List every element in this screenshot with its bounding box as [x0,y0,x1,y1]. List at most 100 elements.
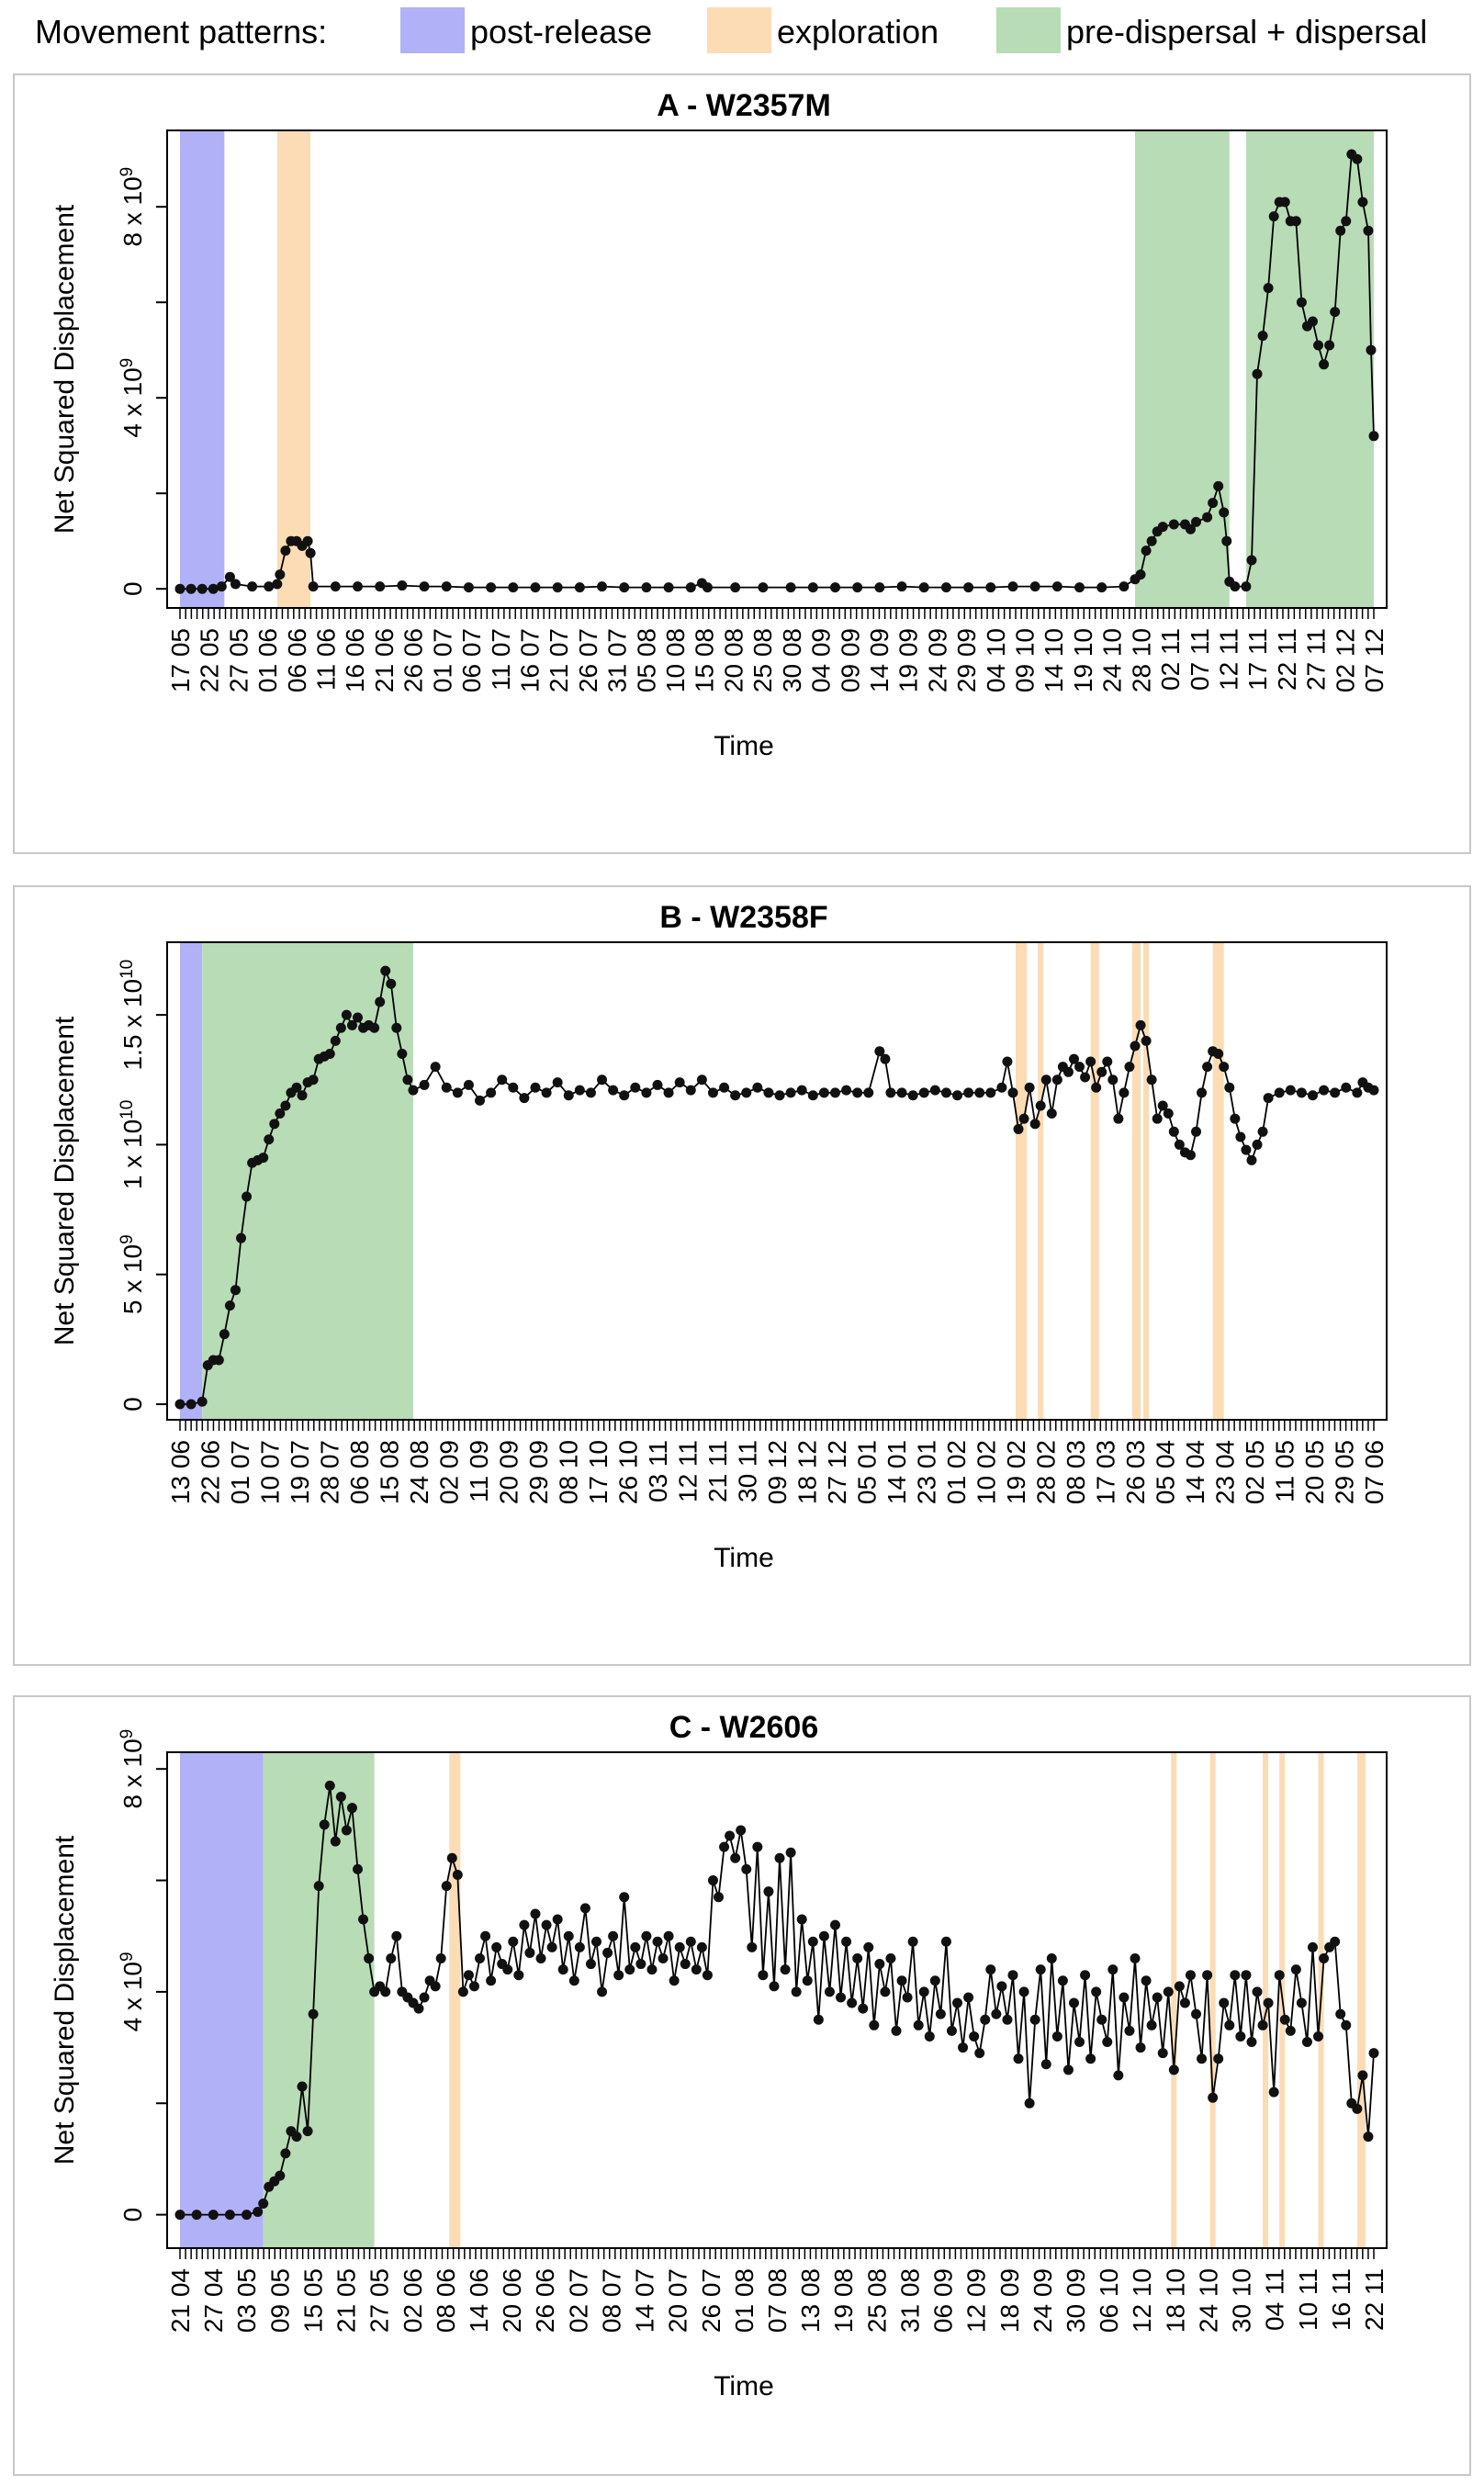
data-point [1230,581,1241,592]
x-tick-label: 19 02 [1002,1440,1030,1504]
legend-label-exploration: exploration [777,13,939,51]
x-tick-label: 09 10 [1011,628,1040,692]
data-point [1352,153,1363,164]
x-tick-label: 03 05 [232,2268,261,2333]
data-point [1191,516,1202,527]
data-point [874,1046,885,1057]
data-point [253,2207,264,2218]
data-point [940,582,951,593]
data-point [1279,197,1290,208]
x-tick-label: 14 04 [1181,1440,1209,1504]
data-point [1057,1975,1068,1986]
x-tick-label: 12 10 [1128,2268,1156,2333]
x-tick-label: 02 12 [1331,628,1359,692]
data-point [1363,2132,1374,2143]
data-point [1285,2025,1296,2036]
x-tick-label: 11 07 [487,628,515,691]
data-point [1241,1970,1252,1981]
shaded-region-dispersal [202,942,413,1420]
data-point [829,1919,840,1930]
data-point [891,2025,902,2036]
data-point [197,1396,208,1407]
x-tick-label: 24 09 [923,628,951,692]
data-point [579,1903,590,1914]
data-point [646,1964,658,1975]
data-point [1119,1087,1130,1098]
x-tick-label: 02 05 [1241,1440,1269,1504]
x-tick-label: 25 08 [862,2268,891,2333]
y-tick-label: 8 x 109 [118,167,147,247]
data-point [1357,2070,1368,2081]
data-point [1219,507,1230,518]
x-tick-label: 16 06 [341,628,369,692]
data-point [774,1090,785,1101]
x-tick-label: 06 09 [929,2268,958,2333]
data-point [1113,2070,1124,2081]
data-point [508,1082,519,1093]
data-point [880,1053,891,1064]
data-point [996,1082,1007,1093]
data-point [940,1087,951,1098]
x-tick-label: 21 06 [370,628,399,692]
data-point [863,1087,874,1098]
data-point [1224,2019,1235,2030]
data-point [929,1085,940,1096]
data-point [736,1825,747,1836]
data-point [1202,512,1213,523]
data-point [774,1852,785,1863]
data-point [397,1049,408,1060]
data-point [829,1087,840,1098]
data-point [852,1087,863,1098]
data-point [491,1941,502,1952]
x-tick-label: 21 05 [332,2268,361,2333]
x-tick-label: 06 06 [283,628,311,692]
data-point [991,2008,1002,2019]
data-point [980,2014,991,2025]
data-point [1146,2019,1157,2030]
data-point [1330,307,1341,318]
shaded-region-exploration [1038,942,1044,1420]
data-point [696,1941,707,1952]
data-point [1068,1053,1079,1064]
data-point [652,1936,663,1947]
data-point [1263,1093,1274,1104]
data-point [1202,1970,1213,1981]
data-point [1096,2014,1107,2025]
data-point [1252,1986,1263,1997]
data-point [191,2210,202,2221]
data-point [230,579,241,590]
data-point [1257,331,1268,342]
legend-label-dispersal: pre-dispersal + dispersal [1066,13,1428,51]
data-point [1157,2048,1168,2059]
data-point [597,1986,608,1997]
data-point [375,996,386,1007]
shaded-region-exploration [1131,942,1141,1420]
data-point [380,1986,391,1997]
x-tick-label: 01 02 [942,1440,971,1504]
x-tick-label: 30 08 [778,628,806,692]
data-point [1285,1085,1296,1096]
data-point [1146,1074,1157,1086]
data-point [402,1074,413,1086]
data-point [1307,1090,1318,1101]
legend-label-post-release: post-release [470,13,653,51]
data-point [452,1869,463,1880]
data-point [1029,1119,1040,1130]
data-point [974,1087,985,1098]
data-point [341,1825,352,1836]
x-tick-label: 24 10 [1098,628,1127,692]
data-point [963,1087,974,1098]
data-point [269,1119,280,1130]
data-point [224,2210,235,2221]
data-point [913,2019,924,2030]
data-point [880,1986,891,1997]
data-point [1051,581,1062,592]
data-point [1018,1113,1029,1124]
x-tick-label: 06 10 [1095,2268,1123,2333]
x-tick-label: 14 01 [883,1440,911,1504]
x-tick-label: 16 07 [515,628,544,692]
data-point [807,1090,818,1101]
data-point [1208,2092,1219,2103]
data-point [1307,1941,1318,1952]
data-point [1330,1936,1341,1947]
